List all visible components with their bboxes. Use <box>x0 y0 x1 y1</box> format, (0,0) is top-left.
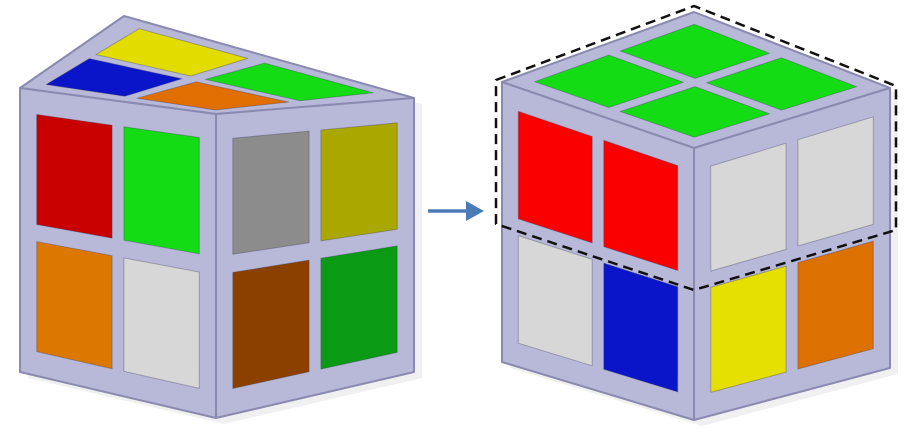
right-face-sticker-r1-c2 <box>320 122 398 242</box>
left-face-sticker-r1-c2 <box>123 126 200 255</box>
left-face-sticker-r2-c1 <box>517 235 593 367</box>
left-face-sticker-r1-c1 <box>517 110 593 244</box>
arrow-head <box>466 201 484 221</box>
top-face-sticker-r1-c1 <box>45 58 183 97</box>
left-face-sticker-r2-c2 <box>603 262 679 393</box>
left-face-sticker-r1-c1 <box>36 114 113 239</box>
cube-solved-top-layer <box>494 4 898 426</box>
cube-scrambled <box>19 15 422 424</box>
right-face-sticker-r2-c1 <box>710 265 787 393</box>
left-face-sticker-r1-c2 <box>603 139 679 271</box>
right-face-sticker-r2-c1 <box>232 259 310 389</box>
top-face-sticker-r2-c2 <box>204 62 374 102</box>
right-arrow-icon <box>428 201 484 221</box>
top-layer-dashed-outline <box>494 4 898 292</box>
top-face-sticker-r2-c1 <box>136 81 290 111</box>
right-face-sticker-r1-c1 <box>232 130 310 255</box>
right-face-sticker-r2-c2 <box>320 245 398 370</box>
right-face-sticker-r1-c2 <box>797 116 874 247</box>
right-face-sticker-r2-c2 <box>797 240 874 370</box>
top-face-sticker-r2-c1 <box>619 86 771 138</box>
left-face-sticker-r2-c1 <box>36 241 113 370</box>
right-face-sticker-r1-c1 <box>710 142 787 272</box>
top-face-sticker-r2-c2 <box>706 57 858 111</box>
top-face-sticker-r1-c2 <box>619 23 771 79</box>
top-face-sticker-r1-c1 <box>534 54 684 108</box>
left-face-sticker-r2-c2 <box>123 257 200 389</box>
top-face-sticker-r1-c2 <box>95 28 249 77</box>
